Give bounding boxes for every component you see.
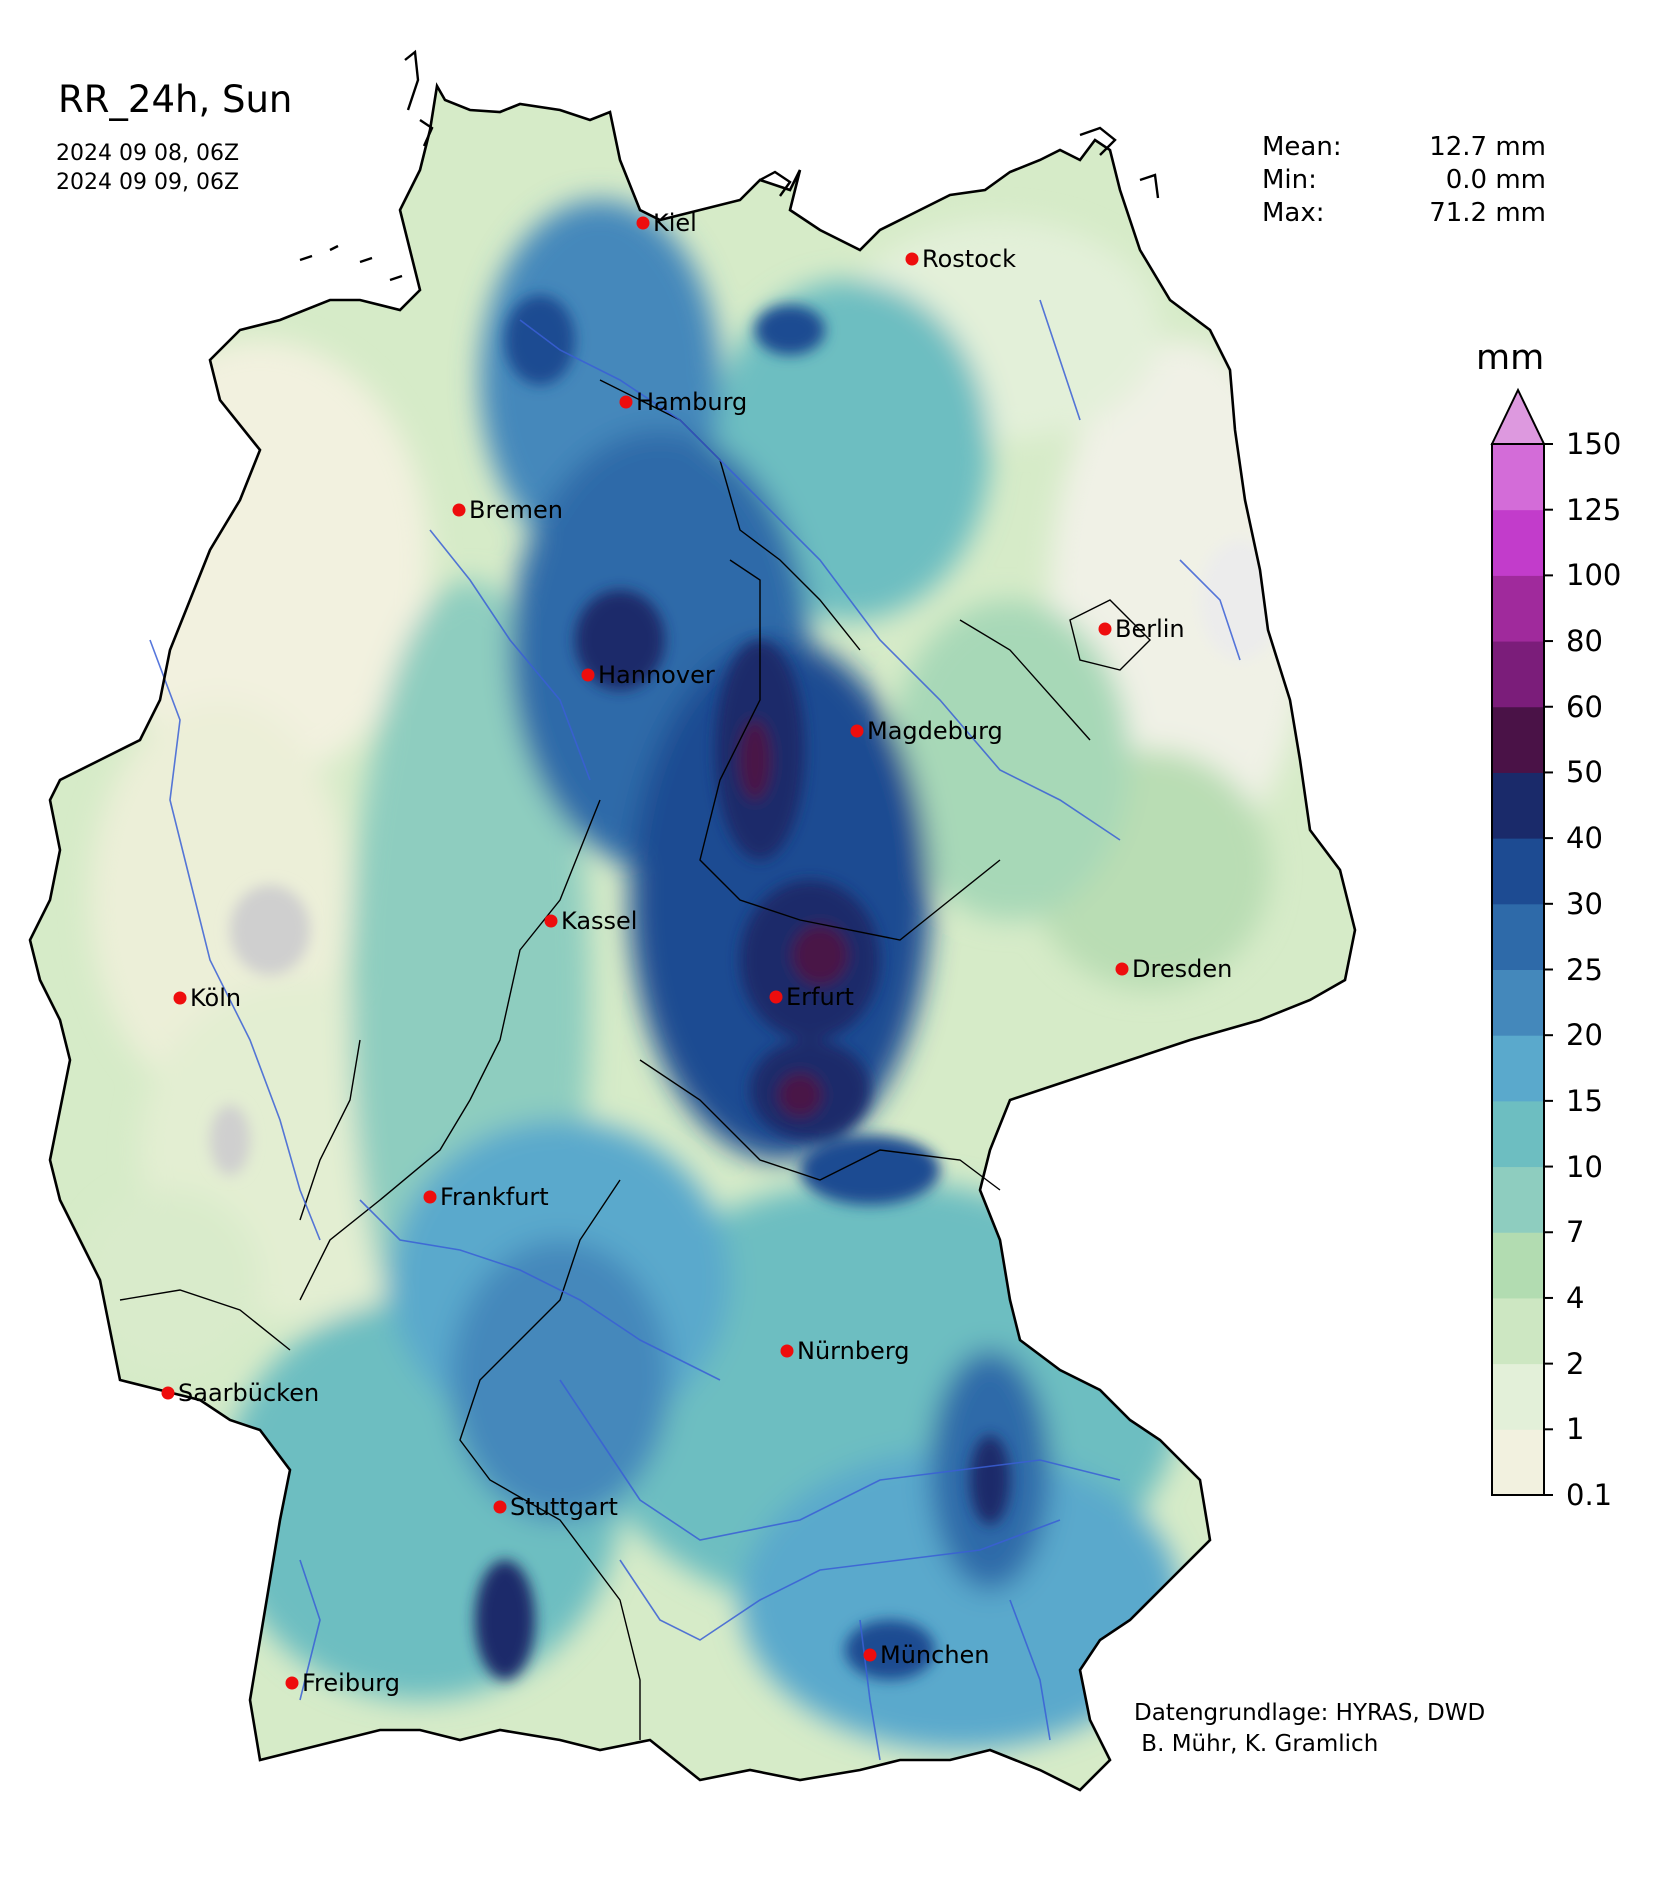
city-label: Hannover bbox=[598, 661, 715, 689]
city-label: München bbox=[880, 1641, 990, 1669]
colorbar-tick-label: 10 bbox=[1566, 1149, 1603, 1184]
colorbar bbox=[1490, 387, 1553, 1496]
colorbar-segment bbox=[1492, 1363, 1544, 1430]
colorbar-segment bbox=[1492, 1035, 1544, 1102]
colorbar-tick-label: 25 bbox=[1566, 952, 1603, 987]
credit-line-1: Datengrundlage: HYRAS, DWD bbox=[1134, 1700, 1486, 1726]
stat-mean-label: Mean: bbox=[1262, 132, 1342, 162]
city-label: Nürnberg bbox=[797, 1337, 910, 1365]
city-label: Magdeburg bbox=[867, 717, 1003, 745]
colorbar-segment bbox=[1492, 1166, 1544, 1233]
city-marker bbox=[452, 503, 466, 517]
city-marker bbox=[780, 1344, 794, 1358]
city-marker bbox=[285, 1676, 299, 1690]
city-marker bbox=[769, 990, 783, 1004]
map-title: RR_24h, Sun bbox=[58, 78, 293, 121]
city-label: Berlin bbox=[1115, 615, 1185, 643]
country-border bbox=[28, 82, 1357, 1792]
city-marker bbox=[850, 724, 864, 738]
colorbar-segment bbox=[1492, 706, 1544, 773]
colorbar-tick-label: 0.1 bbox=[1566, 1478, 1613, 1512]
colorbar-tick-label: 15 bbox=[1566, 1083, 1603, 1118]
city-marker bbox=[619, 395, 633, 409]
colorbar-segment bbox=[1492, 1232, 1544, 1299]
precipitation-field bbox=[80, 200, 1310, 1750]
colorbar-segment bbox=[1492, 772, 1544, 839]
city-marker bbox=[905, 252, 919, 266]
colorbar-tick-label: 40 bbox=[1566, 821, 1603, 856]
colorbar-tick-label: 125 bbox=[1566, 492, 1622, 527]
city-label: Dresden bbox=[1132, 955, 1233, 983]
city-marker bbox=[1115, 962, 1129, 976]
city-marker bbox=[173, 991, 187, 1005]
stat-mean-value: 12.7 mm bbox=[1429, 132, 1546, 162]
colorbar-segment bbox=[1492, 444, 1544, 511]
stat-min-value: 0.0 mm bbox=[1445, 165, 1546, 195]
colorbar-segment bbox=[1492, 575, 1544, 642]
colorbar-segment bbox=[1492, 641, 1544, 708]
colorbar-segment bbox=[1492, 1100, 1544, 1168]
stat-max-label: Max: bbox=[1262, 198, 1325, 228]
city-label: Köln bbox=[190, 984, 242, 1012]
colorbar-extend-arrow bbox=[1490, 387, 1546, 445]
colorbar-tick-label: 150 bbox=[1566, 427, 1622, 461]
city-marker bbox=[581, 668, 595, 682]
city-label: Saarbücken bbox=[178, 1379, 320, 1407]
city-label: Bremen bbox=[469, 496, 563, 524]
period-end: 2024 09 09, 06Z bbox=[56, 170, 240, 195]
islands bbox=[299, 49, 1160, 282]
city-label: Kassel bbox=[561, 907, 638, 935]
colorbar-tick-label: 20 bbox=[1566, 1018, 1603, 1053]
city-label: Hamburg bbox=[636, 388, 748, 416]
colorbar-tick-label: 2 bbox=[1566, 1346, 1585, 1381]
city-label: Freiburg bbox=[302, 1669, 400, 1697]
colorbar-tick-label: 60 bbox=[1566, 689, 1603, 724]
city-marker bbox=[493, 1500, 507, 1514]
city-marker bbox=[161, 1386, 175, 1400]
colorbar-segment bbox=[1492, 1429, 1544, 1496]
colorbar-unit-label: mm bbox=[1476, 338, 1545, 378]
city-label: Frankfurt bbox=[440, 1183, 549, 1211]
colorbar-segment bbox=[1492, 1297, 1544, 1365]
colorbar-segment bbox=[1492, 969, 1544, 1036]
colorbar-segment bbox=[1492, 838, 1544, 905]
rivers bbox=[149, 299, 1241, 1761]
credit-line-2: B. Mühr, K. Gramlich bbox=[1134, 1731, 1379, 1757]
colorbar-tick-label: 7 bbox=[1566, 1215, 1585, 1250]
colorbar-tick-label: 1 bbox=[1566, 1412, 1585, 1447]
colorbar-tick-label: 100 bbox=[1566, 558, 1622, 593]
city-marker bbox=[423, 1190, 437, 1204]
colorbar-tick-label: 50 bbox=[1566, 755, 1603, 790]
colorbar-segment bbox=[1492, 903, 1544, 970]
stat-max-value: 71.2 mm bbox=[1429, 198, 1546, 228]
colorbar-tick-label: 80 bbox=[1566, 624, 1603, 659]
city-label: Stuttgart bbox=[510, 1493, 618, 1521]
colorbar-tick-label: 30 bbox=[1566, 886, 1603, 921]
city-label: Rostock bbox=[922, 245, 1016, 273]
city-marker bbox=[544, 914, 558, 928]
city-label: Kiel bbox=[653, 209, 697, 237]
city-marker bbox=[636, 216, 650, 230]
colorbar-segment bbox=[1492, 509, 1544, 576]
period-start: 2024 09 08, 06Z bbox=[56, 141, 240, 166]
city-marker bbox=[863, 1648, 877, 1662]
city-label: Erfurt bbox=[786, 983, 854, 1011]
city-marker bbox=[1098, 622, 1112, 636]
colorbar-tick-label: 4 bbox=[1566, 1280, 1585, 1315]
stat-min-label: Min: bbox=[1262, 165, 1317, 195]
